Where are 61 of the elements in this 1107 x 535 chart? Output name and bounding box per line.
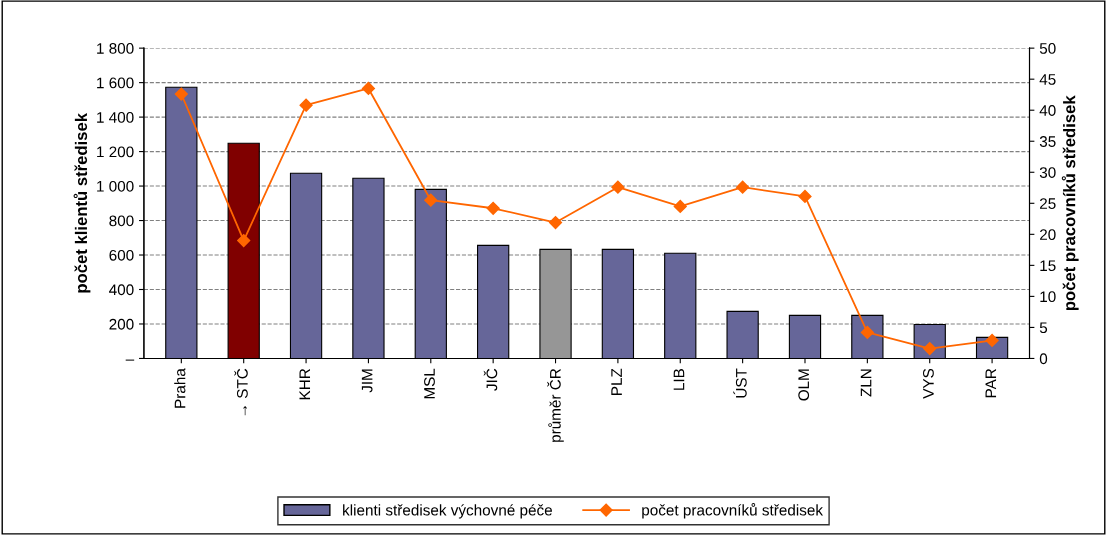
legend-label: počet pracovníků středisek: [642, 503, 824, 519]
bar: [601, 248, 635, 359]
y-tick-label: 1 600: [97, 77, 134, 89]
y-tick-label: 600: [109, 249, 134, 261]
x-tick-label: KHR: [299, 368, 311, 400]
point: [299, 98, 313, 112]
point: [361, 81, 376, 96]
x-tick-label: VYS: [923, 368, 934, 399]
point: [174, 87, 188, 101]
bar: [352, 177, 385, 359]
x-tick-label: Praha: [174, 368, 186, 408]
bar: [414, 188, 447, 359]
x-tick-label: OLM: [798, 369, 810, 401]
y2-tick-label: 15: [1040, 260, 1056, 272]
bar: [788, 314, 822, 359]
x-tick-label: → STČ: [234, 368, 248, 416]
y2-axis-title: počet pracovníků středisek: [1061, 95, 1079, 311]
bar: [289, 172, 323, 359]
point: [486, 201, 500, 215]
x-tick-label: průměr ČR: [547, 368, 564, 442]
y2-tick-label: 5: [1039, 322, 1048, 334]
point: [673, 199, 687, 213]
bar: [539, 248, 572, 359]
x-tick-label: PAR: [985, 368, 997, 398]
y2-tick-label: 25: [1040, 198, 1056, 209]
y2-tick-label: 50: [1039, 43, 1056, 54]
bar: [726, 310, 759, 359]
y2-tick-label: 45: [1039, 74, 1056, 85]
bar: [227, 142, 260, 359]
y2-tick-label: 30: [1039, 167, 1056, 178]
point: [736, 180, 750, 194]
y-tick-label: 1 800: [97, 43, 134, 54]
y-tick-label: –: [125, 359, 135, 361]
x-tick-label: MSL: [424, 368, 435, 399]
y2-tick-label: 0: [1039, 353, 1048, 365]
point: [424, 193, 438, 207]
y2-tick-label: 10: [1040, 291, 1056, 303]
point: [237, 233, 251, 248]
y2-tick-label: 40: [1039, 105, 1056, 116]
y-tick-label: 1 000: [97, 180, 134, 192]
y2-tick-label: 35: [1039, 136, 1056, 147]
bar: [664, 252, 697, 359]
bar: [165, 86, 198, 359]
x-tick-label: LIB: [673, 368, 685, 390]
point: [798, 189, 812, 204]
x-tick-label: ÚST: [733, 368, 747, 398]
legend-label: klienti středisek výchovné péče: [343, 504, 552, 519]
y-tick-label: 200: [109, 318, 134, 330]
x-tick-label: JIČ: [483, 368, 498, 391]
point: [548, 215, 563, 230]
y2-tick-label: 20: [1040, 229, 1056, 241]
x-tick-label: ZLN: [860, 369, 872, 397]
y-tick-label: 1 400: [97, 111, 134, 123]
point: [611, 180, 625, 194]
y-tick-label: 800: [109, 215, 134, 227]
x-tick-label: PLZ: [611, 368, 622, 395]
bar: [477, 244, 510, 359]
y-axis-title: počet klientů středisek: [73, 112, 91, 293]
y-tick-label: 1 200: [97, 146, 134, 158]
x-tick-label: JIM: [361, 369, 373, 393]
y-tick-label: 400: [109, 284, 134, 296]
